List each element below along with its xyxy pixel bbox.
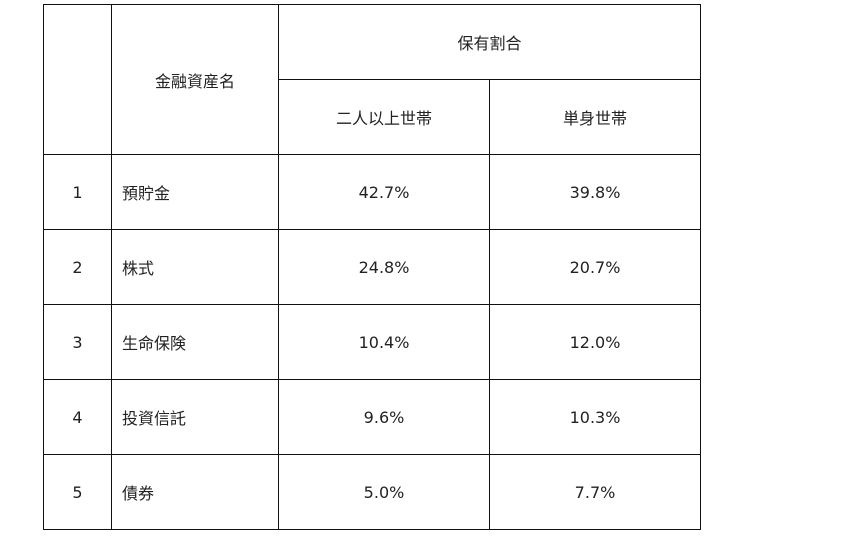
cell: 20.7% bbox=[489, 229, 701, 305]
cell: 39.8% bbox=[489, 154, 701, 230]
data-row: 3 生命保険 10.4% 12.0% bbox=[43, 304, 701, 380]
data-row: 5 債券 5.0% 7.7% bbox=[43, 454, 701, 530]
cell: 42.7% bbox=[278, 154, 490, 230]
cell: 5.0% bbox=[278, 454, 490, 530]
asset-name: 預貯金 bbox=[111, 154, 279, 230]
header-row: 金融資産名 保有割合 bbox=[43, 4, 701, 155]
header-empty bbox=[43, 4, 112, 155]
cell: 1 bbox=[43, 154, 112, 230]
cell: 2 bbox=[43, 229, 112, 305]
cell: 5 bbox=[43, 454, 112, 530]
header-row: 二人以上世帯 単身世帯 bbox=[44, 79, 701, 155]
header-cell: 単身世帯 bbox=[489, 79, 701, 155]
header-cell: 二人以上世帯 bbox=[278, 79, 490, 155]
asset-name: 投資信託 bbox=[111, 379, 279, 455]
cell: 7.7% bbox=[489, 454, 701, 530]
cell: 3 bbox=[43, 304, 112, 380]
header-cell: 保有割合 bbox=[278, 4, 701, 80]
cell: 4 bbox=[43, 379, 112, 455]
asset-name: 債券 bbox=[111, 454, 279, 530]
cell: 9.6% bbox=[278, 379, 490, 455]
cell: 10.4% bbox=[278, 304, 490, 380]
data-row: 4 投資信託 9.6% 10.3% bbox=[43, 379, 701, 455]
cell: 24.8% bbox=[278, 229, 490, 305]
header-cell: 金融資産名 bbox=[111, 4, 279, 155]
cell: 10.3% bbox=[489, 379, 701, 455]
data-row: 1 預貯金 42.7% 39.8% bbox=[43, 154, 701, 230]
table-body: 金融資産名 保有割合 二人以上世帯 単身世帯 1 預貯金 42.7% 39.8% 2 株式… bbox=[43, 4, 701, 530]
data-row: 2 株式 24.8% 20.7% bbox=[43, 229, 701, 305]
asset-name: 生命保険 bbox=[111, 304, 279, 380]
cell: 12.0% bbox=[489, 304, 701, 380]
asset-name: 株式 bbox=[111, 229, 279, 305]
asset-table: 金融資産名 保有割合 二人以上世帯 単身世帯 1 預貯金 42.7% 39.8% 2 株式… bbox=[43, 4, 701, 530]
